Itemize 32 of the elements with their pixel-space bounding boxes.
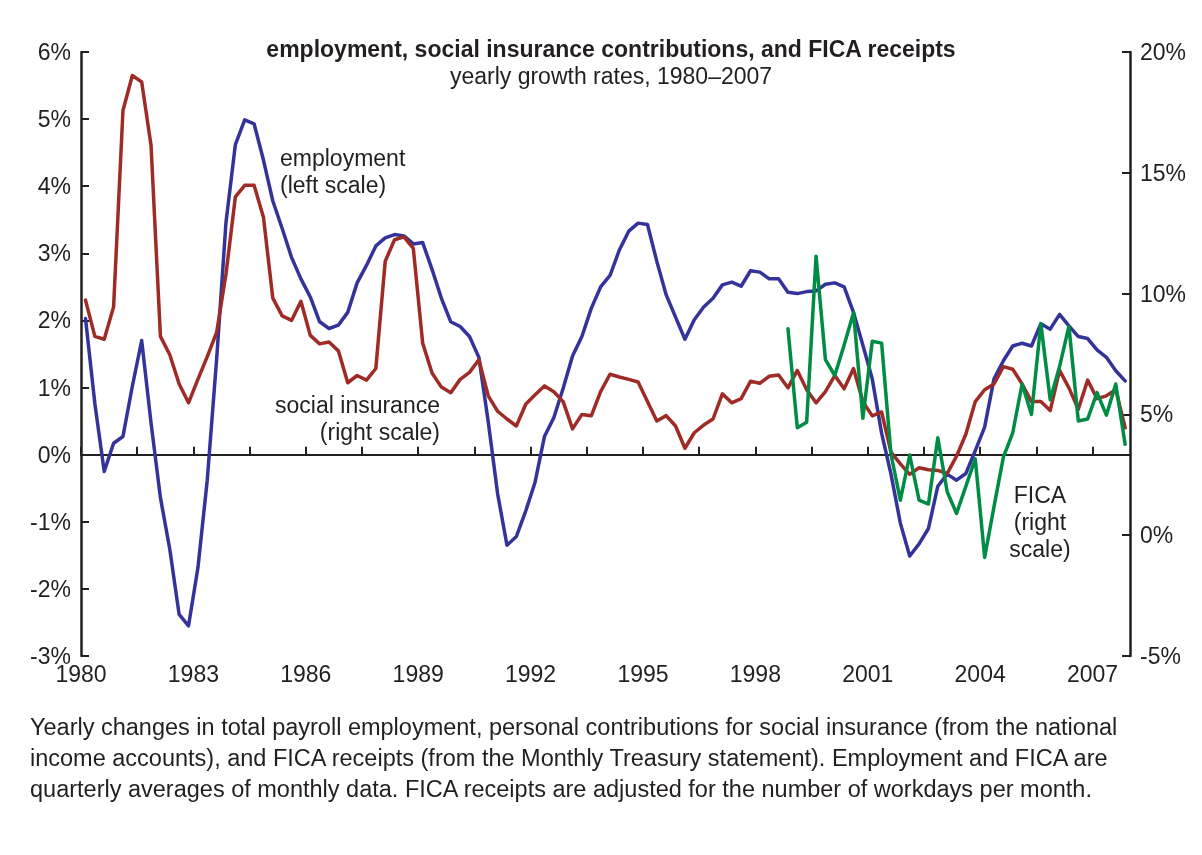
y-tick-label: 4% (37, 173, 71, 200)
y-tick-label: 6% (37, 39, 71, 65)
y2-tick-label: 20% (1140, 39, 1187, 65)
x-tick-label: 1992 (504, 660, 557, 687)
text: Yearly changes in total payroll employment, personal contributions for social insurance (from the national income accounts), and FICA receipts (from the Monthly Treasury statement). Employment and FICA are quarterly averages of monthly data. FICA receipts are adjusted for the number of workdays per month. (30, 713, 1119, 804)
x-tick-label: 1989 (392, 660, 444, 687)
x-tick-label: 2004 (954, 660, 1006, 687)
y-tick-label: 0% (37, 441, 71, 468)
y-tick-label: -1% (30, 508, 71, 535)
x-tick-label: 1995 (617, 660, 669, 687)
y-tick-label: 3% (37, 240, 71, 267)
y2-tick-label: -5% (1140, 643, 1181, 669)
line-series (83, 118, 1127, 628)
y2-tick-label: 10% (1140, 280, 1187, 307)
text: yearly growth rates, 1980–2007 (449, 62, 773, 89)
x-tick-label: 2007 (1066, 660, 1119, 687)
series-label: employment (left scale) (280, 144, 406, 198)
y2-tick-label: 15% (1140, 159, 1187, 186)
series-label: FICA (right scale) (1009, 481, 1071, 562)
x-tick-label: 1983 (167, 660, 219, 687)
chart-title: employment, social insurance contributions, and FICA receipts (266, 35, 956, 62)
y-tick-label: 5% (37, 106, 71, 133)
x-tick-label: 1998 (729, 660, 781, 687)
y-tick-label: 1% (37, 374, 71, 401)
x-tick-label: 1986 (280, 660, 332, 687)
series-label: social insurance (right scale) (275, 391, 440, 445)
y2-tick-label: 0% (1140, 522, 1174, 549)
x-tick-label: 2001 (842, 660, 894, 687)
line-series (786, 254, 1127, 560)
y-tick-label: -2% (30, 575, 71, 602)
y-tick-label: 2% (37, 307, 71, 334)
y2-tick-label: 5% (1140, 401, 1174, 428)
